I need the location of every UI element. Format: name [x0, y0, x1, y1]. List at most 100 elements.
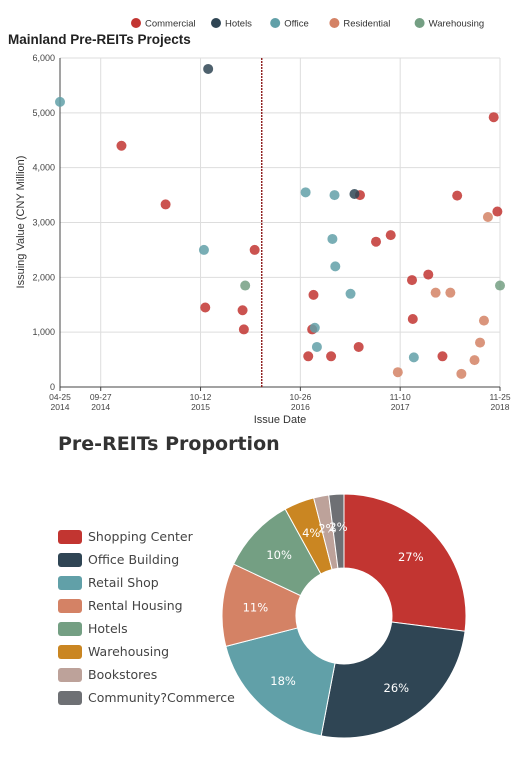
x-tick-label: 11-10: [390, 392, 411, 402]
pie-slice-label: 11%: [243, 601, 269, 615]
legend-item-office[interactable]: Office: [270, 18, 309, 30]
y-tick-label: 6,000: [32, 53, 55, 63]
pie-legend-item[interactable]: Bookstores: [58, 663, 235, 686]
legend-item-residential[interactable]: Residential: [329, 18, 390, 30]
legend-marker: [414, 18, 425, 28]
x-tick-year: 2017: [391, 402, 410, 412]
scatter-point-commercial[interactable]: [437, 351, 448, 362]
x-tick-year: 2014: [51, 402, 70, 412]
scatter-point-commercial[interactable]: [353, 341, 364, 352]
scatter-point-office[interactable]: [330, 261, 341, 272]
scatter-point-commercial[interactable]: [303, 351, 314, 362]
scatter-point-hotels[interactable]: [203, 63, 214, 74]
legend-label: Community?Commerce: [88, 690, 235, 705]
scatter-point-residential[interactable]: [478, 315, 489, 326]
pie-legend-item[interactable]: Retail Shop: [58, 571, 235, 594]
pie-legend-item[interactable]: Rental Housing: [58, 594, 235, 617]
scatter-point-warehousing[interactable]: [240, 280, 251, 291]
pie-slice-community-commerce[interactable]: [328, 493, 345, 569]
scatter-axes: 01,0002,0003,0004,0005,0006,00004-252014…: [32, 53, 510, 412]
x-tick-year: 2015: [191, 402, 210, 412]
pie-slice-shopping-center[interactable]: [343, 493, 467, 632]
pie-legend-item[interactable]: Hotels: [58, 617, 235, 640]
legend-label: Shopping Center: [88, 529, 193, 544]
legend-label: Hotels: [88, 621, 128, 636]
legend-swatch: [58, 575, 82, 590]
scatter-legend: Commercial Hotels Office Residential Warehou…: [131, 18, 484, 30]
legend-marker: [211, 18, 221, 28]
scatter-point-residential[interactable]: [430, 287, 441, 298]
legend-item-warehousing[interactable]: Warehousing: [414, 18, 485, 30]
pie-chart: 27%26%18%11%10%4%2%2%: [221, 493, 467, 739]
scatter-point-residential[interactable]: [475, 337, 486, 348]
scatter-point-hotels[interactable]: [349, 188, 360, 199]
scatter-point-commercial[interactable]: [385, 230, 396, 241]
scatter-point-commercial[interactable]: [371, 236, 382, 247]
legend-item-hotels[interactable]: Hotels: [211, 18, 252, 30]
scatter-point-commercial[interactable]: [452, 190, 463, 201]
x-tick-year: 2018: [491, 402, 510, 412]
scatter-point-residential[interactable]: [392, 367, 403, 378]
pie-slice-office-building[interactable]: [320, 621, 466, 739]
x-tick-label: 04-25: [49, 392, 71, 402]
pie-labels: 27%26%18%11%10%4%2%2%: [243, 520, 424, 695]
pie-slice-label: 10%: [266, 548, 292, 562]
legend-marker: [329, 18, 340, 28]
pie-legend-item[interactable]: Community?Commerce: [58, 686, 235, 709]
legend-item-commercial[interactable]: Commercial: [131, 18, 196, 30]
scatter-point-commercial[interactable]: [488, 112, 499, 123]
legend-label: Retail Shop: [88, 575, 159, 590]
legend-swatch: [58, 644, 82, 659]
legend-label: Commercial: [145, 19, 196, 30]
scatter-point-commercial[interactable]: [237, 305, 248, 316]
x-tick-year: 2016: [291, 402, 310, 412]
scatter-point-office[interactable]: [345, 288, 356, 299]
scatter-point-commercial[interactable]: [238, 324, 249, 335]
scatter-point-office[interactable]: [311, 341, 322, 352]
pie-slice-label: 2%: [318, 522, 336, 536]
pie-slice-label: 26%: [384, 681, 410, 695]
scatter-point-office[interactable]: [300, 187, 311, 198]
legend-label: Office Building: [88, 552, 180, 567]
pie-slice-label: 2%: [329, 520, 347, 534]
legend-label: Office: [284, 19, 309, 30]
legend-swatch: [58, 552, 82, 567]
scatter-point-office[interactable]: [55, 96, 65, 107]
scatter-point-commercial[interactable]: [407, 275, 417, 286]
scatter-point-office[interactable]: [309, 322, 320, 333]
scatter-point-commercial[interactable]: [249, 244, 260, 255]
x-tick-year: 2014: [91, 402, 110, 412]
pie-legend-item[interactable]: Office Building: [58, 548, 235, 571]
legend-swatch: [58, 529, 82, 544]
scatter-point-warehousing[interactable]: [495, 280, 505, 291]
x-tick-label: 11-25: [489, 392, 510, 402]
scatter-point-residential[interactable]: [445, 287, 456, 298]
legend-label: Residential: [343, 19, 390, 30]
pie-legend-item[interactable]: Shopping Center: [58, 525, 235, 548]
scatter-point-commercial[interactable]: [200, 302, 211, 313]
scatter-point-office[interactable]: [198, 244, 209, 255]
legend-marker: [270, 18, 281, 28]
scatter-point-commercial[interactable]: [116, 140, 127, 151]
scatter-point-office[interactable]: [329, 190, 340, 201]
scatter-point-residential[interactable]: [482, 212, 493, 223]
scatter-point-commercial[interactable]: [160, 199, 171, 210]
pie-slice-label: 18%: [270, 674, 296, 688]
scatter-point-commercial[interactable]: [407, 314, 418, 325]
pie-legend: Shopping Center Office Building Retail Sho…: [58, 525, 235, 709]
scatter-chart-title: Mainland Pre-REITs Projects: [8, 32, 191, 47]
pie-legend-item[interactable]: Warehousing: [58, 640, 235, 663]
scatter-point-office[interactable]: [408, 352, 419, 363]
pie-slice-retail-shop[interactable]: [225, 627, 336, 737]
scatter-point-commercial[interactable]: [326, 351, 337, 362]
scatter-point-office[interactable]: [327, 233, 338, 244]
scatter-point-commercial[interactable]: [492, 206, 503, 217]
scatter-point-commercial[interactable]: [308, 289, 319, 300]
scatter-x-axis-label: Issue Date: [254, 414, 307, 425]
scatter-point-residential[interactable]: [456, 368, 467, 379]
pie-chart-title: Pre-REITs Proportion: [58, 433, 280, 455]
scatter-point-commercial[interactable]: [423, 269, 434, 280]
scatter-point-residential[interactable]: [469, 355, 480, 366]
legend-label: Bookstores: [88, 667, 158, 682]
y-tick-label: 1,000: [32, 327, 55, 337]
